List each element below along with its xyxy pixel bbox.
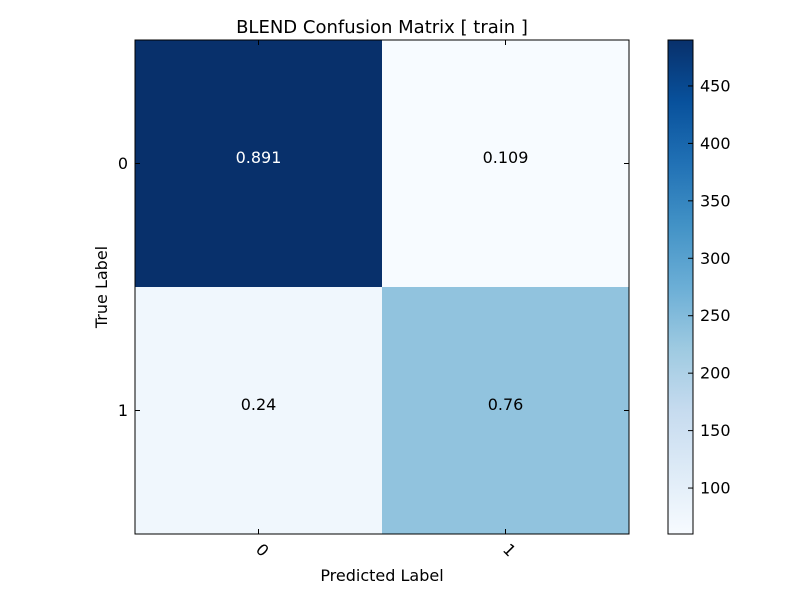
plot-frame [134,39,630,535]
colorbar-tick-label: 300 [700,249,731,268]
colorbar-tick-label: 400 [700,134,731,153]
heatmap-cell-labels: 0.891 0.109 0.24 0.76 [236,148,529,414]
y-tick-label: 1 [118,401,128,420]
cell-value-label: 0.891 [236,148,282,167]
x-tick-label: 1 [499,540,520,561]
y-axis-label: True Label [92,246,111,329]
cell-value-label: 0.109 [483,148,529,167]
heatmap-cell-r1-c0 [135,287,382,534]
cell-value-label: 0.24 [241,395,277,414]
x-axis-label: Predicted Label [320,566,443,585]
heatmap-cell-r1-c1 [382,287,629,534]
cell-value-label: 0.76 [488,395,524,414]
colorbar-tick-label: 350 [700,191,731,210]
colorbar-tick-label: 100 [700,479,731,498]
colorbar-tick-label: 450 [700,76,731,95]
chart-title: BLEND Confusion Matrix [ train ] [236,17,528,38]
x-tick-label: 0 [252,540,273,561]
colorbar-ticks: 100 150 200 250 300 350 400 450 [688,76,731,498]
colorbar-tick-label: 250 [700,306,731,325]
heatmap-cell-r0-c0 [135,40,382,287]
colorbar-tick-label: 150 [700,421,731,440]
heatmap-cells [135,40,629,534]
colorbar [667,39,694,535]
heatmap-cell-r0-c1 [382,40,629,287]
colorbar-tick-label: 200 [700,364,731,383]
y-tick-label: 0 [118,154,128,173]
